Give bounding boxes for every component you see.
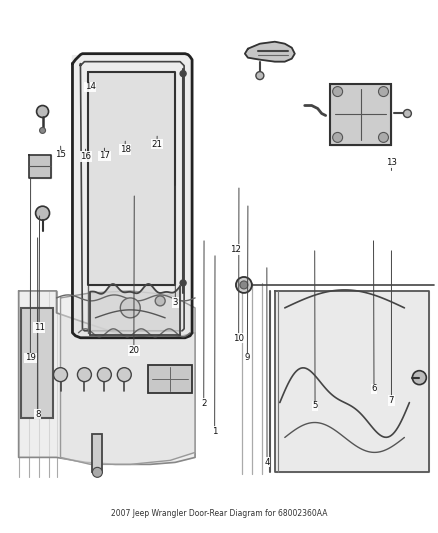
Circle shape: [240, 281, 248, 289]
Bar: [330, 84, 392, 146]
Text: 9: 9: [245, 353, 250, 362]
Text: 17: 17: [99, 151, 110, 160]
Polygon shape: [88, 71, 175, 285]
Circle shape: [39, 127, 46, 133]
Text: 18: 18: [120, 145, 131, 154]
Text: 21: 21: [152, 140, 162, 149]
Circle shape: [180, 71, 186, 77]
Circle shape: [378, 86, 389, 96]
Polygon shape: [19, 291, 195, 464]
Text: 13: 13: [386, 158, 397, 167]
Circle shape: [92, 467, 102, 478]
Polygon shape: [330, 84, 392, 146]
Polygon shape: [28, 155, 50, 178]
Circle shape: [378, 132, 389, 142]
Text: 1: 1: [212, 427, 217, 435]
Polygon shape: [245, 42, 295, 62]
Text: 2: 2: [201, 399, 206, 408]
Circle shape: [117, 368, 131, 382]
Text: 11: 11: [34, 323, 45, 332]
Circle shape: [403, 109, 411, 117]
Circle shape: [155, 296, 165, 306]
Circle shape: [78, 368, 92, 382]
Text: 10: 10: [233, 334, 244, 343]
Circle shape: [256, 71, 264, 79]
Polygon shape: [72, 55, 190, 337]
Circle shape: [37, 106, 49, 117]
Text: 14: 14: [85, 83, 95, 92]
Bar: [92, 434, 102, 472]
Circle shape: [413, 370, 426, 385]
Text: 19: 19: [25, 353, 36, 362]
Circle shape: [120, 298, 140, 318]
Circle shape: [97, 368, 111, 382]
Polygon shape: [275, 291, 429, 472]
Text: 7: 7: [389, 396, 394, 405]
Circle shape: [53, 368, 67, 382]
Circle shape: [180, 280, 186, 286]
Text: 20: 20: [128, 346, 139, 355]
Circle shape: [35, 206, 49, 220]
Text: 2007 Jeep Wrangler Door-Rear Diagram for 68002360AA: 2007 Jeep Wrangler Door-Rear Diagram for…: [111, 509, 327, 518]
Circle shape: [236, 277, 252, 293]
Text: 15: 15: [56, 150, 67, 159]
Polygon shape: [60, 291, 195, 464]
Bar: [21, 308, 53, 417]
Text: 12: 12: [230, 245, 241, 254]
Text: 3: 3: [173, 298, 178, 307]
Text: 8: 8: [35, 410, 41, 419]
Circle shape: [332, 132, 343, 142]
Text: 4: 4: [264, 457, 270, 466]
Circle shape: [332, 86, 343, 96]
Text: 6: 6: [371, 384, 377, 393]
Text: 16: 16: [80, 152, 92, 161]
Text: 5: 5: [312, 401, 318, 410]
Bar: [148, 365, 192, 393]
